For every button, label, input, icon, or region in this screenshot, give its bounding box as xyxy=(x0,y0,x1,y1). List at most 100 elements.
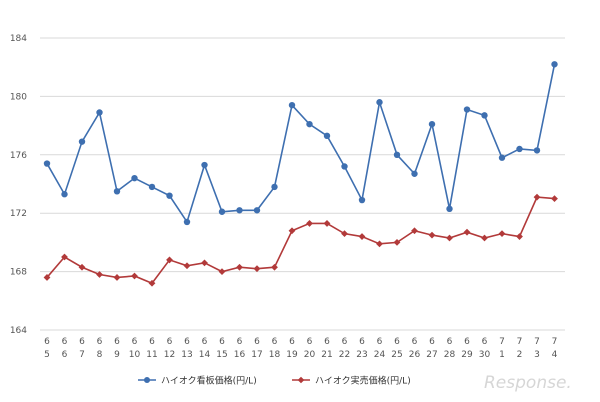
x-tick-day: 13 xyxy=(181,350,192,360)
x-tick-month: 6 xyxy=(394,337,400,347)
data-point xyxy=(113,188,121,195)
data-point xyxy=(358,233,366,240)
series-1 xyxy=(43,193,558,287)
data-point xyxy=(131,174,138,182)
x-tick-day: 1 xyxy=(499,350,505,360)
x-tick-day: 16 xyxy=(234,350,246,360)
data-point xyxy=(253,207,261,214)
data-point xyxy=(446,205,453,213)
data-point xyxy=(271,263,278,271)
data-point xyxy=(516,233,523,240)
x-tick-month: 6 xyxy=(377,337,383,347)
data-point xyxy=(551,61,558,68)
data-point xyxy=(411,170,418,177)
x-tick-day: 30 xyxy=(479,350,491,360)
x-tick-day: 22 xyxy=(339,350,350,360)
x-tick-month: 6 xyxy=(184,337,190,347)
x-tick-day: 2 xyxy=(517,350,523,360)
data-point xyxy=(218,208,226,215)
data-point xyxy=(551,195,558,202)
x-tick-day: 19 xyxy=(286,350,298,360)
x-tick-month: 6 xyxy=(482,337,488,347)
x-tick-month: 6 xyxy=(429,337,435,347)
x-tick-day: 14 xyxy=(199,350,211,360)
x-tick-day: 21 xyxy=(321,350,332,360)
x-tick-month: 6 xyxy=(202,337,208,347)
x-tick-day: 28 xyxy=(444,350,456,360)
data-point xyxy=(323,220,331,227)
x-tick-month: 6 xyxy=(254,337,260,347)
legend-label: ハイオク実売価格(円/L) xyxy=(315,375,411,387)
x-tick-month: 6 xyxy=(62,337,68,347)
x-tick-month: 7 xyxy=(499,337,505,347)
x-tick-month: 6 xyxy=(359,337,365,347)
x-tick-month: 7 xyxy=(534,337,540,347)
y-tick-label: 180 xyxy=(10,92,27,102)
data-point xyxy=(78,263,86,271)
data-point xyxy=(78,138,86,145)
data-point xyxy=(411,227,418,235)
data-point xyxy=(358,196,366,204)
data-point xyxy=(341,163,348,170)
x-tick-month: 6 xyxy=(307,337,313,347)
data-point xyxy=(481,112,488,119)
x-tick-day: 26 xyxy=(409,350,421,360)
data-point xyxy=(236,263,243,271)
data-point xyxy=(253,265,261,273)
x-tick-month: 7 xyxy=(552,337,558,347)
data-point xyxy=(166,192,173,199)
x-tick-day: 17 xyxy=(251,350,262,360)
x-tick-month: 6 xyxy=(272,337,278,347)
x-tick-month: 6 xyxy=(237,337,243,347)
data-point xyxy=(323,132,331,140)
x-tick-month: 6 xyxy=(44,337,50,347)
data-point xyxy=(131,272,138,280)
x-tick-day: 8 xyxy=(97,350,103,360)
x-tick-month: 6 xyxy=(289,337,295,347)
data-point xyxy=(113,274,121,281)
response-watermark: Response. xyxy=(484,373,572,393)
data-point xyxy=(148,183,156,191)
data-point xyxy=(288,227,296,235)
data-point xyxy=(481,234,488,242)
x-tick-day: 24 xyxy=(374,350,386,360)
x-tick-month: 6 xyxy=(149,337,155,347)
x-tick-day: 11 xyxy=(146,350,157,360)
x-tick-month: 6 xyxy=(412,337,418,347)
data-point xyxy=(96,109,103,116)
x-tick-month: 6 xyxy=(114,337,120,347)
data-point xyxy=(393,239,401,246)
data-point xyxy=(236,207,243,214)
x-tick-day: 29 xyxy=(461,350,473,360)
data-point xyxy=(183,262,191,270)
x-tick-day: 15 xyxy=(216,350,227,360)
legend-item-0: ハイオク看板価格(円/L) xyxy=(138,375,257,387)
y-tick-label: 168 xyxy=(10,268,27,278)
data-point xyxy=(201,259,208,267)
legend-item-1: ハイオク実売価格(円/L) xyxy=(292,375,411,387)
data-point xyxy=(533,193,541,201)
x-tick-day: 12 xyxy=(164,350,175,360)
x-tick-day: 9 xyxy=(114,350,120,360)
y-axis-ticks: 164 168 172 176 180 184 xyxy=(10,34,27,336)
data-point xyxy=(306,220,313,227)
data-point xyxy=(516,145,523,153)
x-tick-day: 7 xyxy=(79,350,85,360)
data-point xyxy=(498,230,506,238)
x-tick-day: 20 xyxy=(304,350,316,360)
grid-lines xyxy=(40,37,565,331)
x-tick-month: 6 xyxy=(219,337,225,347)
data-point xyxy=(463,106,471,113)
data-point xyxy=(288,101,296,109)
data-point xyxy=(61,253,68,261)
data-point xyxy=(43,274,51,281)
data-point xyxy=(428,231,436,239)
watermark-text: Response. xyxy=(484,373,572,393)
data-point xyxy=(61,191,68,198)
x-tick-day: 23 xyxy=(356,350,367,360)
x-tick-month: 6 xyxy=(97,337,103,347)
x-tick-day: 4 xyxy=(552,350,558,360)
y-tick-label: 176 xyxy=(10,151,27,161)
data-point xyxy=(148,279,156,287)
